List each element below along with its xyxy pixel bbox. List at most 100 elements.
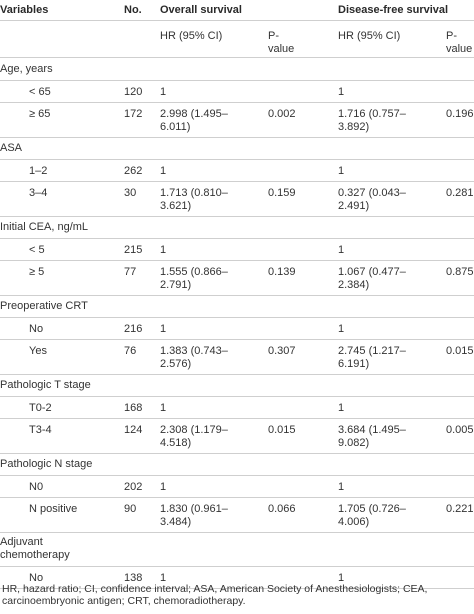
group-label: ASA — [0, 142, 23, 154]
os-hr-value: 1 — [160, 165, 167, 177]
row-divider — [0, 532, 474, 533]
os-hr-value: 1 — [160, 244, 167, 256]
os-hr-value: 1 — [160, 402, 167, 414]
row-count: 262 — [124, 165, 143, 177]
row-count: 30 — [124, 187, 137, 199]
table-footnote: HR, hazard ratio; CI, confidence interva… — [2, 583, 428, 607]
header-hr-os: HR (95% CI) — [160, 30, 223, 42]
os-hr-value: 1.713 (0.810– — [160, 187, 228, 199]
row-divider — [0, 238, 474, 239]
dfs-hr-value: 0.327 (0.043– — [338, 187, 406, 199]
group-label: Pathologic T stage — [0, 379, 91, 391]
row-count: 120 — [124, 86, 143, 98]
os-hr-value: 1.555 (0.866– — [160, 266, 228, 278]
group-label: Initial CEA, ng/mL — [0, 221, 89, 233]
header-p-dfs-line1: P- — [446, 30, 457, 42]
header-p-os-line1: P- — [268, 30, 279, 42]
row-label: < 5 — [29, 244, 45, 256]
row-count: 168 — [124, 402, 143, 414]
row-divider — [0, 216, 474, 217]
dfs-hr-value: 1 — [338, 86, 345, 98]
row-divider — [0, 475, 474, 476]
dfs-hr-value: 1 — [338, 244, 345, 256]
row-divider — [0, 588, 474, 589]
header-no: No. — [124, 4, 142, 16]
dfs-hr-value: 1 — [338, 572, 345, 584]
header-divider-bottom — [0, 57, 474, 58]
row-divider — [0, 396, 474, 397]
dfs-hr-value: 4.006) — [338, 516, 370, 528]
row-divider — [0, 80, 474, 81]
dfs-p-value: 0.015 — [446, 345, 474, 357]
row-count: 202 — [124, 481, 143, 493]
group-label: Age, years — [0, 63, 53, 75]
row-count: 124 — [124, 424, 143, 436]
os-hr-value: 1 — [160, 323, 167, 335]
row-label: No — [29, 572, 44, 584]
os-hr-value: 2.308 (1.179– — [160, 424, 228, 436]
os-hr-value: 1 — [160, 572, 167, 584]
header-overall-survival: Overall survival — [160, 4, 242, 16]
row-count: 76 — [124, 345, 137, 357]
row-divider — [0, 181, 474, 182]
dfs-p-value: 0.196 — [446, 108, 474, 120]
dfs-hr-value: 1 — [338, 481, 345, 493]
os-hr-value: 2.998 (1.495– — [160, 108, 228, 120]
row-divider — [0, 317, 474, 318]
row-label: 3–4 — [29, 187, 48, 199]
row-count: 172 — [124, 108, 143, 120]
row-divider — [0, 295, 474, 296]
row-label: T0-2 — [29, 402, 52, 414]
os-hr-value: 6.011) — [160, 121, 191, 133]
dfs-hr-value: 2.384) — [338, 279, 370, 291]
dfs-p-value: 0.281 — [446, 187, 474, 199]
row-divider — [0, 137, 474, 138]
header-disease-free-survival: Disease-free survival — [338, 4, 449, 16]
dfs-p-value: 0.221 — [446, 503, 474, 515]
row-label: Yes — [29, 345, 47, 357]
dfs-hr-value: 1 — [338, 165, 345, 177]
os-hr-value: 1.830 (0.961– — [160, 503, 228, 515]
os-hr-value: 3.484) — [160, 516, 192, 528]
dfs-hr-value: 1.067 (0.477– — [338, 266, 406, 278]
os-hr-value: 3.621) — [160, 200, 192, 212]
dfs-hr-value: 9.082) — [338, 437, 370, 449]
row-label: 1–2 — [29, 165, 48, 177]
os-hr-value: 1 — [160, 481, 167, 493]
row-label: < 65 — [29, 86, 51, 98]
os-p-value: 0.159 — [268, 187, 296, 199]
dfs-hr-value: 1.705 (0.726– — [338, 503, 406, 515]
dfs-hr-value: 1 — [338, 323, 345, 335]
group-label: Preoperative CRT — [0, 300, 88, 312]
row-count: 90 — [124, 503, 137, 515]
row-label: N0 — [29, 481, 44, 493]
dfs-hr-value: 1.716 (0.757– — [338, 108, 406, 120]
row-divider — [0, 374, 474, 375]
hazard-ratio-table: Variables No. Overall survival Disease-f… — [0, 4, 474, 589]
row-divider — [0, 566, 474, 567]
row-label: No — [29, 323, 44, 335]
row-label: N positive — [29, 503, 78, 515]
row-divider — [0, 159, 474, 160]
header-hr-dfs: HR (95% CI) — [338, 30, 401, 42]
group-label: Adjuvant — [0, 536, 43, 548]
dfs-hr-value: 3.684 (1.495– — [338, 424, 406, 436]
os-hr-value: 4.518) — [160, 437, 192, 449]
os-p-value: 0.066 — [268, 503, 296, 515]
row-count: 138 — [124, 572, 143, 584]
group-label: Pathologic N stage — [0, 458, 93, 470]
row-label: ≥ 5 — [29, 266, 45, 278]
row-divider — [0, 339, 474, 340]
row-count: 77 — [124, 266, 137, 278]
row-divider — [0, 453, 474, 454]
row-divider — [0, 497, 474, 498]
row-label: ≥ 65 — [29, 108, 51, 120]
row-count: 216 — [124, 323, 143, 335]
dfs-p-value: 0.875 — [446, 266, 474, 278]
row-count: 215 — [124, 244, 143, 256]
os-hr-value: 2.576) — [160, 358, 192, 370]
header-p-os-line2: value — [268, 43, 295, 55]
dfs-hr-value: 1 — [338, 402, 345, 414]
row-label: T3-4 — [29, 424, 52, 436]
dfs-hr-value: 6.191) — [338, 358, 370, 370]
